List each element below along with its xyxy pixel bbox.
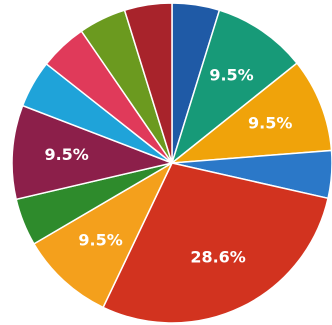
pie-slice-6	[32, 161, 174, 309]
pie-slice-12	[123, 2, 173, 164]
pie-slice-8	[11, 104, 175, 201]
pie-slice-label-2: 9.5%	[209, 65, 253, 84]
pie-slice-3	[169, 62, 332, 164]
pie-slice-label-5: 28.6%	[190, 248, 246, 267]
pie-slice-5	[102, 162, 329, 324]
pie-slice-label-8: 9.5%	[44, 145, 88, 164]
pie-labels: 9.5% 9.5% 28.6% 9.5% 9.5%	[44, 65, 292, 266]
pie-slice-label-6: 9.5%	[78, 230, 122, 249]
pie-slices	[11, 2, 332, 324]
pie-slice-2	[170, 9, 299, 166]
pie-slice-label-3: 9.5%	[248, 114, 292, 133]
